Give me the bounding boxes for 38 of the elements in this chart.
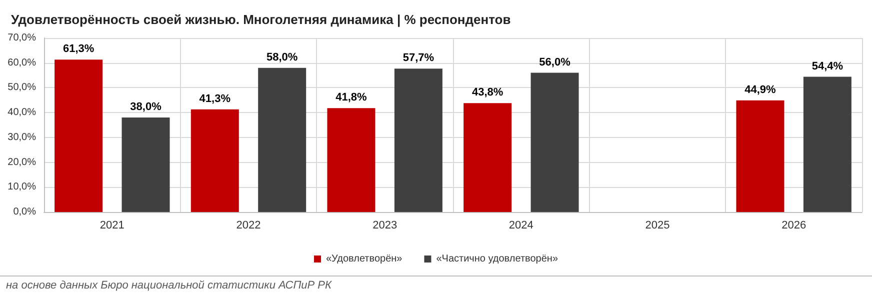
data-label: 43,8% [472,86,504,99]
data-label: 56,0% [539,56,571,68]
bar [190,109,239,212]
bar [464,103,512,212]
bar [327,108,376,212]
y-tick-label: 60,0% [8,57,36,68]
data-label: 57,7% [402,52,434,64]
y-tick-label: 50,0% [8,82,36,94]
data-label: 38,0% [130,101,162,114]
data-label: 61,3% [62,43,94,56]
data-label: 41,3% [199,92,231,105]
y-tick-label: 10,0% [8,182,36,193]
x-tick-label: 2021 [100,220,124,232]
text: на основе данных Бюро национальной статистики АСПиР РК [6,280,332,292]
data-label: 58,0% [266,51,298,64]
legend-label: «Удовлетворён» [326,254,403,264]
legend-label: «Частично удовлетворён» [436,254,558,264]
y-tick-label: 40,0% [8,107,36,118]
y-tick-label: 20,0% [8,156,36,168]
bar [122,118,170,212]
bar [394,68,442,212]
data-label: 41,8% [336,92,368,104]
bar [736,100,784,212]
y-tick-label: 70,0% [8,32,36,44]
y-tick-label: 30,0% [8,132,36,143]
bar [258,68,306,212]
x-tick-label: 2024 [508,220,534,232]
data-label: 54,4% [812,60,844,72]
x-tick-label: 2026 [782,220,806,232]
chart-title: Удовлетворённость своей жизнью. Многолетняя динамика | % респондентов [11,12,511,27]
x-tick-label: 2023 [372,220,398,232]
x-tick-label: 2025 [645,220,670,232]
y-tick-label: 0,0% [13,206,36,218]
bar [803,76,852,212]
data-label: 44,9% [744,84,776,96]
bar [530,72,579,212]
x-tick-label: 2022 [236,220,261,232]
bar [54,60,103,212]
